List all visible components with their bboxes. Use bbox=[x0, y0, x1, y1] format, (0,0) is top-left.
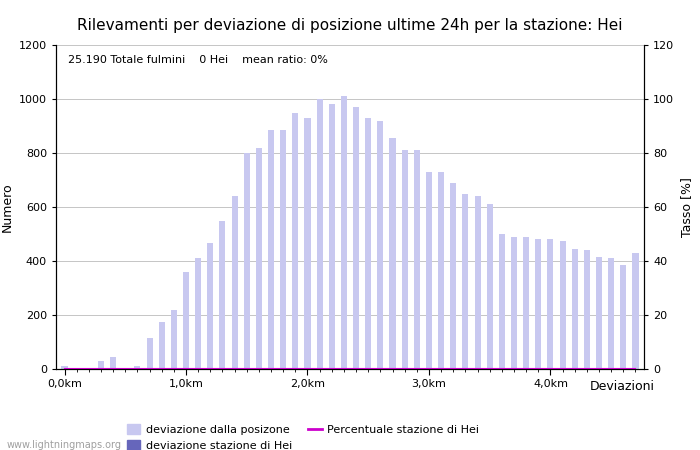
Bar bbox=[134, 366, 141, 369]
Bar bbox=[280, 130, 286, 369]
Bar bbox=[341, 96, 347, 369]
Bar bbox=[584, 250, 590, 369]
Text: www.lightningmaps.org: www.lightningmaps.org bbox=[7, 440, 122, 450]
Bar bbox=[620, 265, 626, 369]
Bar bbox=[633, 253, 638, 369]
Bar bbox=[438, 172, 444, 369]
Bar bbox=[377, 121, 384, 369]
Bar bbox=[195, 258, 201, 369]
Bar bbox=[596, 257, 602, 369]
Bar bbox=[293, 112, 298, 369]
Y-axis label: Tasso [%]: Tasso [%] bbox=[680, 177, 693, 237]
Bar bbox=[159, 322, 164, 369]
Bar bbox=[316, 99, 323, 369]
Y-axis label: Numero: Numero bbox=[0, 182, 13, 232]
Bar bbox=[499, 234, 505, 369]
Bar bbox=[536, 239, 541, 369]
Bar bbox=[450, 183, 456, 369]
Bar bbox=[268, 130, 274, 369]
Bar bbox=[171, 310, 177, 369]
Bar bbox=[365, 118, 371, 369]
Legend: deviazione dalla posizone, deviazione stazione di Hei, Percentuale stazione di H: deviazione dalla posizone, deviazione st… bbox=[122, 420, 484, 450]
Bar bbox=[183, 272, 189, 369]
Bar bbox=[572, 249, 578, 369]
Bar bbox=[219, 220, 225, 369]
Bar bbox=[608, 258, 614, 369]
Bar bbox=[207, 243, 214, 369]
Bar bbox=[256, 148, 262, 369]
Bar bbox=[414, 150, 420, 369]
Bar bbox=[511, 237, 517, 369]
Bar bbox=[402, 150, 407, 369]
Bar bbox=[110, 357, 116, 369]
Bar bbox=[98, 361, 104, 369]
Bar bbox=[244, 153, 250, 369]
Bar bbox=[329, 104, 335, 369]
Bar bbox=[523, 237, 529, 369]
Bar bbox=[353, 107, 359, 369]
Bar bbox=[559, 241, 566, 369]
Bar bbox=[389, 138, 396, 369]
Bar bbox=[547, 239, 554, 369]
Bar bbox=[146, 338, 153, 369]
Text: Rilevamenti per deviazione di posizione ultime 24h per la stazione: Hei: Rilevamenti per deviazione di posizione … bbox=[77, 18, 623, 33]
Bar bbox=[463, 194, 468, 369]
Text: 25.190 Totale fulmini    0 Hei    mean ratio: 0%: 25.190 Totale fulmini 0 Hei mean ratio: … bbox=[68, 55, 328, 65]
Bar bbox=[232, 196, 237, 369]
Bar bbox=[62, 366, 67, 369]
Bar bbox=[426, 172, 432, 369]
Bar bbox=[486, 204, 493, 369]
Text: Deviazioni: Deviazioni bbox=[589, 380, 654, 393]
Bar bbox=[304, 118, 311, 369]
Bar bbox=[475, 196, 481, 369]
